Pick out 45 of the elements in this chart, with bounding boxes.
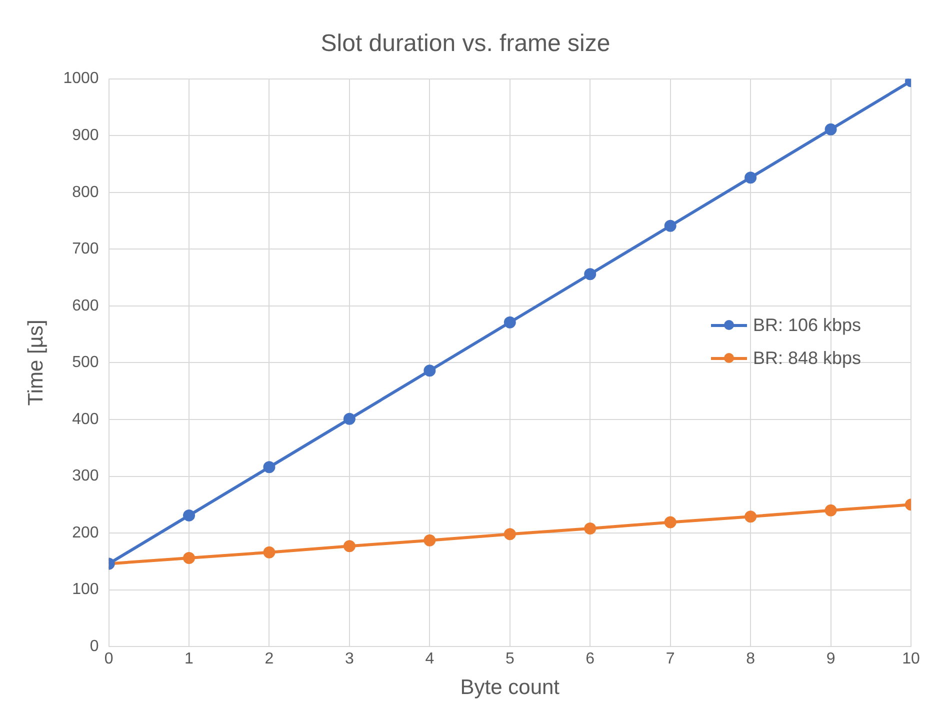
y-tick-label: 800 <box>72 184 99 201</box>
x-tick-label: 4 <box>425 650 434 668</box>
y-tick-label: 0 <box>90 638 99 656</box>
legend-label: BR: 106 kbps <box>753 314 862 336</box>
y-tick-label: 900 <box>72 126 99 144</box>
point <box>424 364 436 377</box>
point <box>263 546 276 558</box>
point <box>584 268 596 280</box>
y-tick-label: 100 <box>72 581 99 598</box>
point <box>343 412 356 425</box>
point <box>744 172 757 184</box>
point <box>664 220 676 232</box>
y-axis-title: Time [µs] <box>24 320 48 406</box>
legend-label: BR: 848 kbps <box>753 348 862 369</box>
x-axis-title: Byte count <box>460 676 560 700</box>
point <box>424 534 436 546</box>
y-tick-label: 600 <box>72 297 99 314</box>
y-tick-label: 200 <box>72 524 99 542</box>
x-tick-label: 3 <box>345 650 354 668</box>
x-tick-label: 0 <box>104 650 114 668</box>
x-tick-label: 10 <box>902 650 920 668</box>
x-tick-label: 8 <box>746 650 756 668</box>
point <box>744 510 757 523</box>
chart-title: Slot duration vs. frame size <box>320 30 610 58</box>
point <box>504 316 516 328</box>
point <box>183 552 196 564</box>
point <box>664 516 676 528</box>
point <box>824 123 837 136</box>
y-tick-label: 400 <box>72 410 99 428</box>
y-tick-label: 1000 <box>63 70 99 88</box>
x-tick-label: 1 <box>184 650 194 668</box>
x-tick-label: 6 <box>586 650 595 668</box>
x-tick-label: 9 <box>826 650 836 668</box>
point <box>584 522 596 534</box>
point <box>183 509 196 522</box>
y-tick-label: 500 <box>72 354 99 372</box>
y-tick-label: 300 <box>72 468 99 485</box>
point <box>824 504 837 516</box>
y-tick-label: 700 <box>72 240 99 258</box>
x-tick-label: 2 <box>264 650 274 668</box>
point <box>263 461 276 474</box>
point <box>343 540 356 552</box>
x-tick-label: 7 <box>666 650 675 668</box>
x-tick-label: 5 <box>505 650 514 668</box>
point <box>504 528 516 540</box>
